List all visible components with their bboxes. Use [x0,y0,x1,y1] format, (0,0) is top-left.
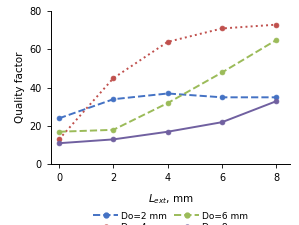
Text: $L_{ext}$, mm: $L_{ext}$, mm [148,192,193,206]
Legend: Do=2 mm, Do=4 mm, Do=6 mm, Do=8 mm: Do=2 mm, Do=4 mm, Do=6 mm, Do=8 mm [93,212,248,225]
Y-axis label: Quality factor: Quality factor [15,52,25,124]
